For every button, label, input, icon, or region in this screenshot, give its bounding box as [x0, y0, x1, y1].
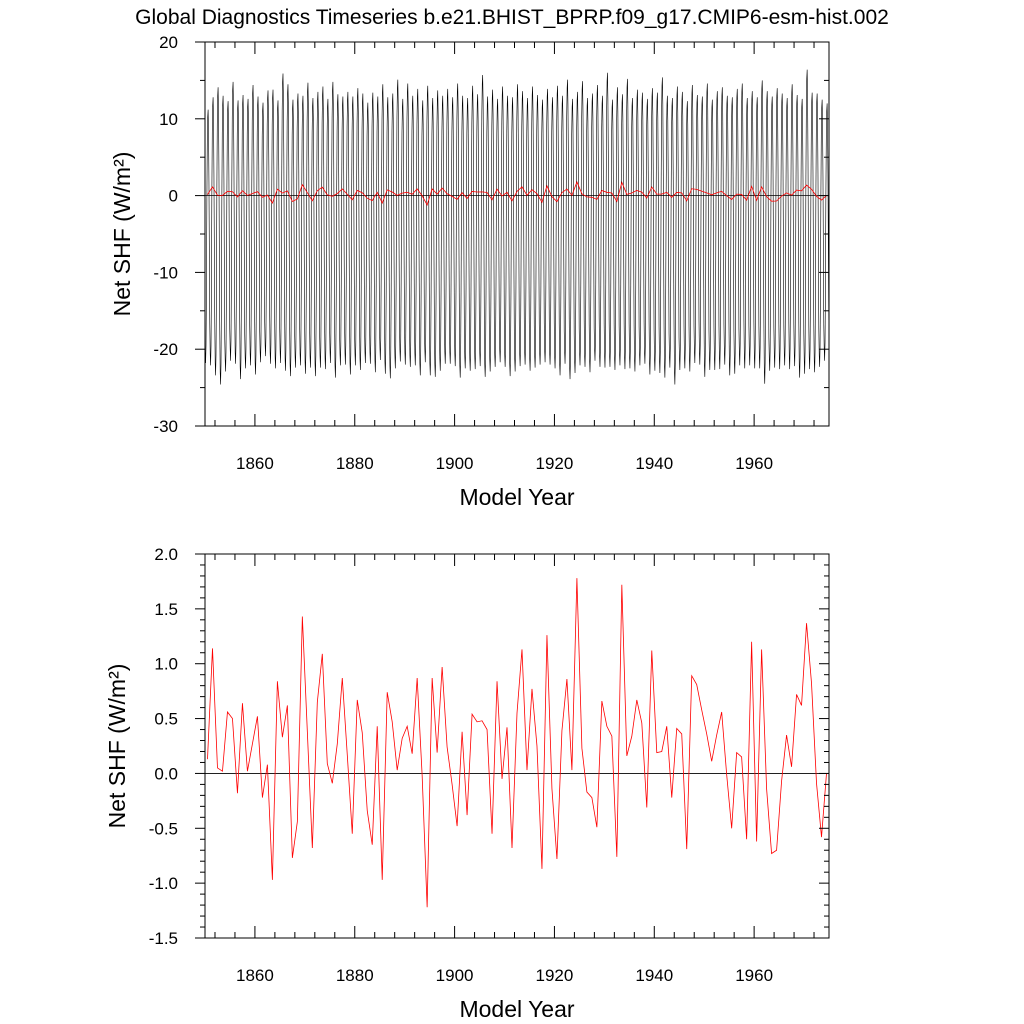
y-tick-label: 0.0 [154, 764, 178, 783]
y-tick-label: 1.0 [154, 655, 178, 674]
y-tick-label: 2.0 [154, 545, 178, 564]
y-tick-label: 0 [169, 187, 178, 206]
annual-mean-series-line [207, 180, 827, 206]
y-tick-label: -0.5 [149, 819, 178, 838]
figure-title: Global Diagnostics Timeseries b.e21.BHIS… [135, 6, 889, 29]
y-tick-label: -1.5 [149, 929, 178, 948]
x-tick-label: 1880 [336, 966, 374, 985]
y-tick-label: 20 [159, 33, 178, 52]
x-axis-title: Model Year [459, 996, 574, 1022]
x-tick-label: 1940 [635, 966, 673, 985]
plot-frame [204, 553, 830, 939]
x-tick-label: 1920 [536, 454, 574, 473]
y-axis-title: Net SHF (W/m²) [104, 664, 130, 829]
y-tick-label: -1.0 [149, 874, 178, 893]
bottom-panel-annual-mean: 1860 1880 1900 1920 1940 1960 -1.5 -1.0 -0.5 0.0 0… [104, 545, 830, 1022]
x-tick-label: 1920 [536, 966, 574, 985]
y-tick-label: 10 [159, 110, 178, 129]
x-tick-label: 1940 [635, 454, 673, 473]
x-tick-label: 1900 [436, 966, 474, 985]
x-tick-label: 1880 [336, 454, 374, 473]
x-tick-label: 1860 [236, 454, 274, 473]
annual-mean-series-line [207, 578, 827, 908]
monthly-series-line [204, 69, 830, 385]
y-tick-label: 0.5 [154, 710, 178, 729]
x-tick-label: 1960 [735, 454, 773, 473]
y-tick-label: -30 [153, 417, 178, 436]
top-panel-monthly-and-annual: 1860 1880 1900 1920 1940 1960 -30 -20 -10 0 10 20 Mo… [109, 33, 830, 510]
x-axis-title: Model Year [459, 484, 574, 510]
y-tick-label: 1.5 [154, 600, 178, 619]
x-tick-label: 1960 [735, 966, 773, 985]
x-tick-label: 1860 [236, 966, 274, 985]
y-axis-title: Net SHF (W/m²) [109, 152, 135, 317]
x-tick-label: 1900 [436, 454, 474, 473]
y-tick-label: -20 [153, 340, 178, 359]
y-tick-label: -10 [153, 263, 178, 282]
